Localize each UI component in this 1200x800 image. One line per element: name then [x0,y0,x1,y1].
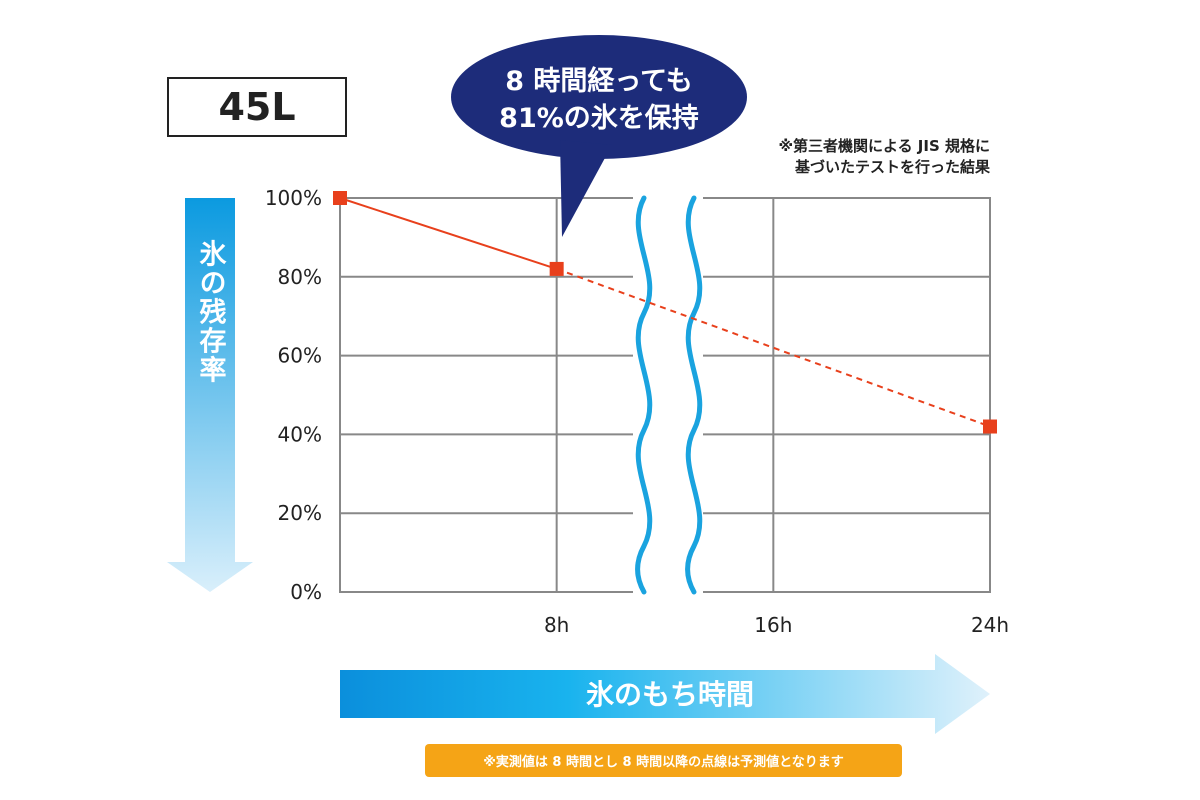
x-axis-arrow: 氷のもち時間 [340,654,990,734]
y-tick-label: 80% [278,265,322,289]
axis-break [633,190,703,600]
measured-line [339,197,557,270]
data-point-marker [549,261,564,276]
test-method-note-line-2: 基づいたテストを行った結果 [794,158,990,176]
chart-series [333,191,997,434]
data-point-marker [333,191,347,205]
test-method-note-line-1: ※第三者機関による JIS 規格に [778,137,990,155]
x-tick-label: 24h [971,613,1009,637]
y-tick-label: 100% [265,186,322,210]
x-tick-labels: 8h 16h 24h [544,613,1009,637]
callout-bubble: 8 時間経っても 81%の氷を保持 [451,35,747,237]
x-tick-label: 8h [544,613,569,637]
y-tick-label: 20% [278,501,322,525]
y-tick-label: 60% [278,344,322,368]
y-axis-arrow: 氷の残存率 [167,198,253,592]
forecast-note: ※実測値は 8 時間とし 8 時間以降の点線は予測値となります [425,744,902,777]
y-tick-labels: 100% 80% 60% 40% 20% 0% [265,186,322,604]
x-axis-arrow-label: 氷のもち時間 [586,678,754,711]
y-tick-label: 0% [290,580,322,604]
data-point-marker [983,419,997,434]
callout-line-2: 81%の氷を保持 [499,103,699,134]
callout-line-1: 8 時間経っても [505,65,693,97]
y-tick-label: 40% [278,422,322,446]
capacity-label: 45L [167,77,347,137]
x-tick-label: 16h [754,613,792,637]
y-axis-arrow-label: 氷の残存率 [195,239,227,384]
test-method-note: ※第三者機関による JIS 規格に 基づいたテストを行った結果 [700,136,990,178]
